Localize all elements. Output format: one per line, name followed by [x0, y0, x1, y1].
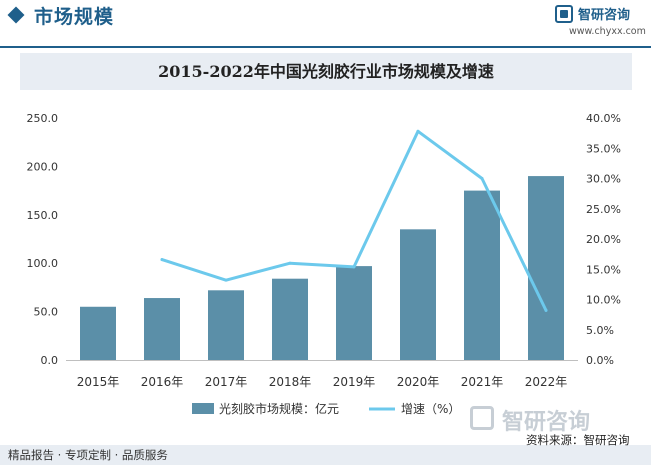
chart-title: 2015-2022年中国光刻胶行业市场规模及增速	[158, 62, 494, 81]
growth-point-1	[160, 258, 164, 262]
page-header: 市场规模 智研咨询 www.chyxx.com	[0, 0, 651, 48]
right-tick-label: 40.0%	[586, 112, 621, 125]
right-tick-label: 30.0%	[586, 173, 621, 186]
left-tick-label: 250.0	[27, 112, 59, 125]
bar-series	[80, 176, 564, 360]
x-tick-label: 2021年	[461, 375, 504, 389]
bar-0	[80, 306, 116, 360]
left-tick-label: 200.0	[27, 160, 59, 173]
x-axis: 2015年 2016年 2017年 2018年 2019年 2020年 2021年 2022年	[66, 360, 578, 389]
growth-point-5	[416, 129, 420, 133]
watermark-logo: 智研咨询	[470, 404, 640, 435]
growth-point-6	[480, 177, 484, 180]
title-band	[20, 53, 632, 90]
bar-7	[528, 176, 564, 360]
x-tick-label: 2018年	[269, 375, 312, 389]
growth-point-4	[352, 265, 356, 269]
bar-4	[336, 266, 372, 360]
right-tick-label: 35.0%	[586, 142, 621, 155]
left-axis: 0.0 50.0 100.0 150.0 200.0 250.0	[27, 112, 59, 367]
source-note: 资料来源：智研咨询	[526, 433, 630, 447]
footer-bar	[0, 445, 651, 465]
legend-bar-label: 光刻胶市场规模：亿元	[219, 401, 339, 416]
right-tick-label: 5.0%	[586, 324, 614, 337]
legend-line-label: 增速（%）	[401, 402, 460, 416]
right-tick-label: 10.0%	[586, 294, 621, 307]
bar-3	[272, 278, 308, 360]
left-tick-label: 150.0	[27, 209, 59, 222]
legend: 光刻胶市场规模：亿元 增速（%）	[192, 401, 460, 416]
logo-url: www.chyxx.com	[569, 26, 646, 37]
growth-point-3	[288, 261, 292, 265]
bar-5	[400, 229, 436, 360]
growth-point-7	[544, 308, 548, 312]
left-tick-label: 0.0	[41, 354, 59, 367]
watermark-mark-icon	[470, 406, 494, 430]
growth-point-2	[224, 278, 228, 282]
left-tick-label: 50.0	[34, 306, 59, 319]
header-divider	[0, 46, 651, 48]
x-tick-label: 2016年	[141, 375, 184, 389]
right-tick-label: 20.0%	[586, 233, 621, 246]
right-tick-label: 15.0%	[586, 263, 621, 276]
right-tick-label: 0.0%	[586, 354, 614, 367]
left-tick-label: 100.0	[27, 257, 59, 270]
bar-6	[464, 190, 500, 360]
x-tick-label: 2020年	[397, 375, 440, 389]
line-series	[160, 129, 548, 312]
footer-tagline: 精品报告 · 专项定制 · 品质服务	[8, 448, 168, 462]
bar-2	[208, 290, 244, 360]
bar-1	[144, 298, 180, 360]
x-tick-label: 2017年	[205, 375, 248, 389]
legend-bar-swatch	[192, 403, 214, 414]
x-tick-label: 2019年	[333, 375, 376, 389]
x-tick-label: 2015年	[77, 375, 120, 389]
right-tick-label: 25.0%	[586, 203, 621, 216]
logo-name: 智研咨询	[578, 8, 631, 23]
watermark-text: 智研咨询	[502, 410, 591, 435]
header-title: 市场规模	[34, 6, 115, 28]
right-axis: 0.0% 5.0% 10.0% 15.0% 20.0% 25.0% 30.0% 35.0% 40…	[586, 112, 621, 367]
logo-mark-icon	[555, 5, 573, 23]
x-tick-label: 2022年	[525, 375, 568, 389]
brand-logo: 智研咨询 www.chyxx.com	[555, 4, 647, 40]
